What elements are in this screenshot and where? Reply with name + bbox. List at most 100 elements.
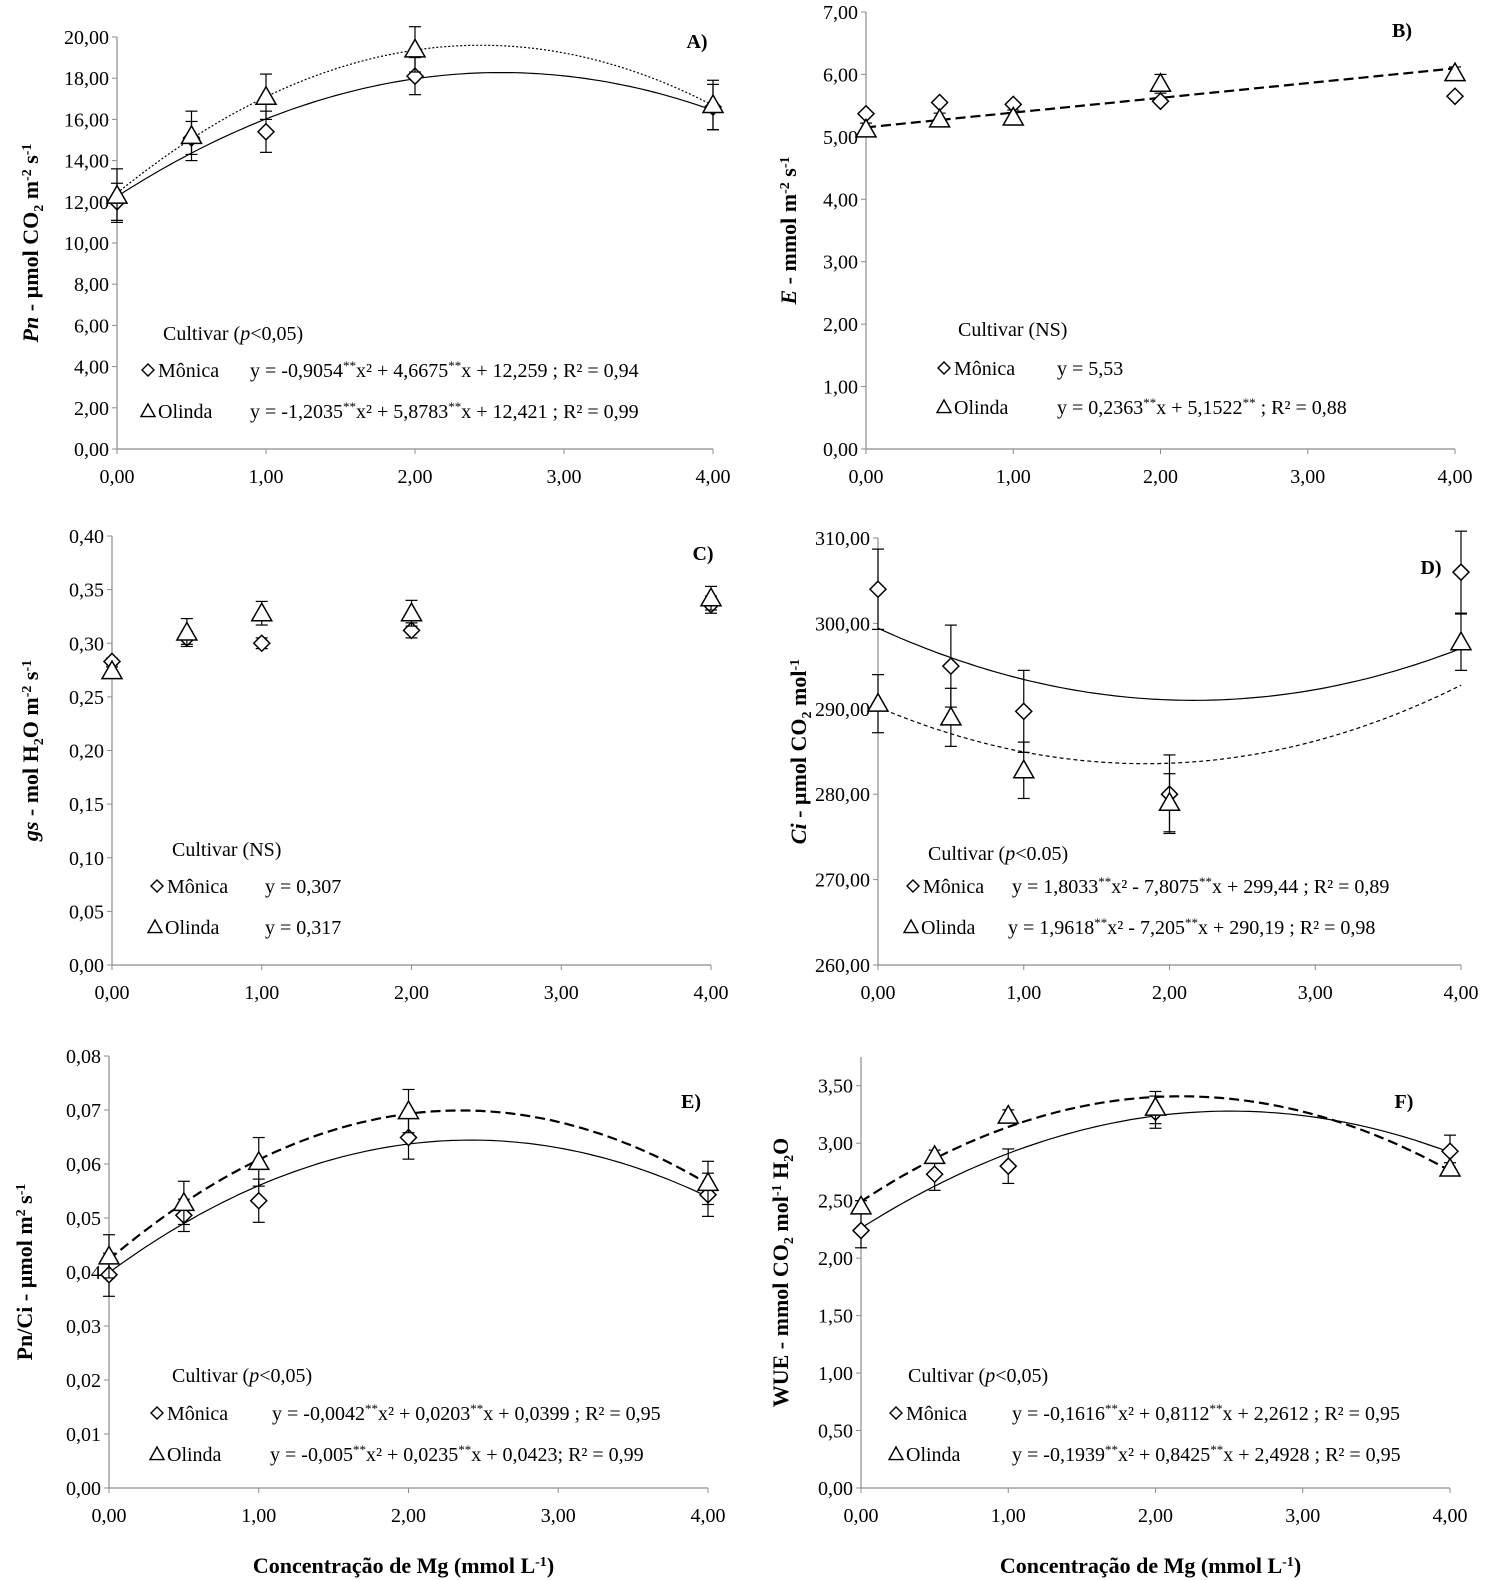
data-point-olinda xyxy=(100,659,124,680)
y-tick-label: 4,00 xyxy=(74,357,109,379)
data-point-monica xyxy=(851,1221,871,1240)
y-tick-label: 6,00 xyxy=(74,315,109,337)
fit-curve-olinda xyxy=(878,684,1462,765)
legend-equation: y = 0,317 xyxy=(265,917,341,939)
legend-marker-diamond-icon xyxy=(937,361,951,375)
panel-letter: F) xyxy=(1395,1091,1414,1113)
y-tick-label: 310,00 xyxy=(815,528,870,550)
legend-series-name: Mônica xyxy=(923,876,984,898)
data-point-monica xyxy=(925,1165,944,1184)
data-point-olinda xyxy=(180,124,203,145)
data-point-olinda xyxy=(996,1104,1020,1124)
legend-series-name: Olinda xyxy=(921,917,976,939)
legend-equation: y = 5,53 xyxy=(1057,358,1123,380)
y-tick-label: 260,00 xyxy=(815,955,870,977)
x-tick-label: 2,00 xyxy=(391,1505,426,1527)
x-tick-label: 1,00 xyxy=(249,466,284,488)
y-tick-label: 0,00 xyxy=(818,1478,853,1500)
y-tick-label: 0,15 xyxy=(69,794,104,816)
y-tick-label: 0,10 xyxy=(69,848,104,870)
legend-equation: y = -0,0042**x² + 0,0203**x + 0,0399 ; R… xyxy=(272,1401,661,1425)
x-tick-label: 4,00 xyxy=(691,1505,726,1527)
data-point-olinda xyxy=(397,1099,420,1120)
legend-marker-triangle-icon xyxy=(887,1445,905,1461)
legend-title: Cultivar (p<0,05) xyxy=(172,1365,312,1387)
legend-series-name: Olinda xyxy=(167,1444,222,1466)
y-tick-label: 3,50 xyxy=(818,1076,853,1098)
data-point-olinda xyxy=(1012,758,1036,779)
legend-series-name: Mônica xyxy=(954,358,1015,380)
legend-series-name: Olinda xyxy=(165,917,220,939)
data-point-olinda xyxy=(699,586,723,607)
legend-title: Cultivar (p<0,05) xyxy=(908,1365,1048,1387)
x-tick-label: 4,00 xyxy=(1438,466,1473,488)
data-point-olinda xyxy=(172,1191,196,1212)
y-axis-label: Pn - µmol CO2 m-2 s-1 xyxy=(18,144,47,344)
y-tick-label: 8,00 xyxy=(74,274,109,296)
data-point-olinda xyxy=(403,37,427,58)
x-tick-label: 4,00 xyxy=(1433,1505,1468,1527)
legend-title: Cultivar (NS) xyxy=(172,839,281,861)
x-tick-label: 0,00 xyxy=(849,466,884,488)
y-tick-label: 10,00 xyxy=(64,233,109,255)
y-axis-label: WUE - mmol CO2 mol-1 H2O xyxy=(768,1138,797,1408)
legend-equation: y = 0,2363**x + 5,1522** ; R² = 0,88 xyxy=(1057,395,1347,419)
legend-equation: y = 1,9618**x² - 7,205**x + 290,19 ; R² … xyxy=(1008,915,1375,939)
data-point-olinda xyxy=(247,1150,271,1171)
legend-equation: y = 0,307 xyxy=(265,876,341,898)
data-point-olinda xyxy=(1144,1096,1167,1116)
fit-curve-monica xyxy=(878,627,1462,702)
x-tick-label: 0,00 xyxy=(95,982,130,1004)
legend-title: Cultivar (NS) xyxy=(958,319,1067,341)
y-tick-label: 2,00 xyxy=(818,1248,853,1270)
x-tick-label: 0,00 xyxy=(100,466,135,488)
data-point-olinda xyxy=(866,692,890,712)
legend-equation: y = -0,9054**x² + 4,6675**x + 12,259 ; R… xyxy=(250,358,639,382)
chart-panel-e: 0,00 0,01 0,02 0,03 0,04 0,05 0,06 0,07 0,08 0,00… xyxy=(12,1046,726,1578)
y-tick-label: 0,08 xyxy=(66,1046,101,1068)
y-tick-label: 16,00 xyxy=(64,109,109,131)
y-tick-label: 0,25 xyxy=(69,687,104,709)
data-point-monica xyxy=(1151,92,1170,111)
data-point-olinda xyxy=(105,184,129,204)
x-tick-label: 2,00 xyxy=(394,982,429,1004)
x-tick-label: 1,00 xyxy=(1006,982,1041,1004)
y-tick-label: 5,00 xyxy=(823,127,858,149)
data-point-olinda xyxy=(97,1244,121,1265)
y-tick-label: 0,50 xyxy=(818,1421,853,1443)
x-tick-label: 3,00 xyxy=(1285,1505,1320,1527)
data-point-olinda xyxy=(1438,1156,1462,1177)
y-tick-label: 0,40 xyxy=(69,526,104,548)
y-tick-label: 0,30 xyxy=(69,633,104,655)
y-tick-label: 0,00 xyxy=(823,439,858,461)
data-point-monica xyxy=(399,1128,418,1147)
data-point-monica xyxy=(256,122,276,141)
y-tick-label: 2,50 xyxy=(818,1191,853,1213)
data-point-olinda xyxy=(854,117,878,138)
legend-marker-diamond-icon xyxy=(889,1406,903,1420)
data-point-olinda xyxy=(1449,630,1473,651)
legend-marker-triangle-icon xyxy=(139,402,157,418)
y-tick-label: 300,00 xyxy=(815,613,870,635)
y-tick-label: 0,05 xyxy=(66,1208,101,1230)
y-tick-label: 18,00 xyxy=(64,68,109,90)
legend-series-name: Olinda xyxy=(158,401,213,423)
x-tick-label: 2,00 xyxy=(398,466,433,488)
chart-panel-a: 0,00 2,00 4,00 6,00 8,00 10,00 12,00 14,00 16,00… xyxy=(18,26,731,488)
y-axis-label: E - mmol m-2 s-1 xyxy=(776,156,801,305)
panel-letter: C) xyxy=(692,543,713,565)
y-axis-label: gs - mol H2O m-2 s-1 xyxy=(18,660,47,842)
legend-marker-triangle-icon xyxy=(935,398,953,414)
legend-series-name: Olinda xyxy=(906,1444,961,1466)
x-tick-label: 3,00 xyxy=(544,982,579,1004)
legend-marker-triangle-icon xyxy=(148,1445,166,1461)
panel-letter: A) xyxy=(686,31,707,53)
data-point-olinda xyxy=(175,621,199,641)
y-tick-label: 270,00 xyxy=(815,870,870,892)
data-point-olinda xyxy=(849,1194,873,1215)
data-point-monica xyxy=(252,634,271,653)
y-tick-label: 1,50 xyxy=(818,1306,853,1328)
x-axis-label: Concentração de Mg (mmol L-1) xyxy=(253,1553,554,1578)
data-point-olinda xyxy=(923,1144,946,1165)
